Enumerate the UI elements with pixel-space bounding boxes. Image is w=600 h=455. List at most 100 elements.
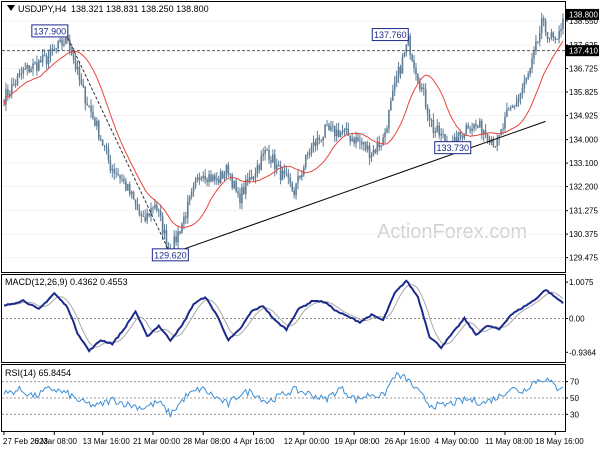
- candle: [535, 35, 537, 56]
- annotation-label: 129.620: [151, 248, 189, 262]
- candle-body: [3, 105, 5, 106]
- candle-body: [26, 65, 29, 69]
- candle: [390, 97, 392, 111]
- candle: [469, 125, 471, 134]
- candle-body: [157, 210, 160, 212]
- candle-body: [312, 142, 315, 147]
- candle: [544, 18, 547, 37]
- candle: [496, 134, 499, 152]
- annotation-text: 129.620: [154, 250, 187, 260]
- candle: [376, 136, 379, 156]
- candle: [482, 129, 485, 142]
- candle: [477, 124, 479, 129]
- candle: [206, 177, 208, 187]
- candle: [130, 190, 133, 199]
- candle-body: [173, 236, 176, 255]
- candle-body: [86, 103, 88, 106]
- candle: [366, 140, 369, 153]
- candle: [552, 31, 555, 42]
- annotation-box: [151, 248, 189, 262]
- candle-body: [55, 48, 58, 50]
- candle: [479, 117, 481, 128]
- candle-body: [225, 164, 228, 175]
- candle: [473, 123, 475, 132]
- candle-body: [159, 210, 162, 217]
- candle-body: [486, 134, 489, 141]
- candle: [471, 122, 473, 137]
- candle-body: [527, 74, 529, 79]
- candle-body: [130, 191, 133, 195]
- candle: [258, 163, 261, 174]
- candle: [20, 66, 23, 80]
- candle-body: [388, 109, 390, 129]
- candle: [343, 127, 346, 136]
- main-title: USDJPY,H4 138.321 138.831 138.250 138.80…: [7, 4, 209, 14]
- x-tick-label: 28 Mar 08:00: [183, 437, 231, 446]
- candle: [156, 201, 158, 213]
- candle: [306, 151, 309, 160]
- candle: [134, 199, 137, 210]
- candle: [537, 41, 539, 44]
- candle-body: [244, 179, 247, 195]
- candle: [36, 55, 38, 76]
- candle: [244, 174, 247, 200]
- candle: [531, 52, 533, 74]
- candle-body: [498, 135, 500, 139]
- candle-body: [556, 39, 558, 40]
- candle: [324, 124, 326, 139]
- candle-body: [36, 62, 38, 71]
- candle-body: [544, 20, 547, 33]
- candle-body: [113, 169, 116, 173]
- candle-body: [200, 177, 203, 180]
- candle-body: [233, 181, 235, 188]
- candle: [384, 128, 386, 144]
- x-tick-label: 4 Apr 16:00: [234, 437, 275, 446]
- candle: [32, 58, 34, 76]
- candle: [12, 77, 15, 87]
- candle-body: [167, 246, 170, 249]
- current-price-tag-bg: [566, 8, 599, 20]
- candle-body: [107, 148, 110, 160]
- candle-body: [227, 164, 230, 174]
- candle-body: [74, 60, 77, 70]
- support-trendline: [170, 120, 546, 255]
- candle: [521, 83, 524, 99]
- candle-body: [306, 154, 309, 156]
- candle: [202, 171, 205, 182]
- candle: [517, 94, 520, 107]
- candle-body: [554, 37, 557, 40]
- y-tick-label: 135.825: [569, 88, 598, 97]
- candle: [14, 79, 17, 88]
- candle-body: [428, 114, 431, 121]
- candle: [237, 186, 239, 198]
- candle-body: [531, 58, 533, 69]
- candle-body: [440, 133, 442, 136]
- candle: [475, 119, 477, 131]
- candle-body: [355, 137, 357, 144]
- candle: [146, 208, 148, 225]
- candle-body: [328, 124, 330, 130]
- y-tick-label: 134.000: [569, 136, 598, 145]
- candle: [556, 38, 558, 40]
- candle-body: [504, 116, 506, 129]
- candle-body: [415, 67, 417, 75]
- candle-body: [24, 68, 27, 70]
- candle: [185, 211, 187, 225]
- candle: [279, 160, 282, 185]
- candle: [94, 116, 96, 127]
- candle: [527, 70, 529, 81]
- candle-body: [214, 175, 216, 181]
- candle: [417, 72, 419, 84]
- candle: [285, 166, 288, 177]
- candle-body: [272, 154, 274, 163]
- candle-body: [256, 165, 259, 174]
- candle-body: [368, 145, 371, 158]
- candle-body: [391, 90, 394, 101]
- candle-body: [471, 128, 473, 131]
- candle-body: [548, 37, 551, 39]
- candle-body: [88, 105, 90, 107]
- candle: [38, 59, 40, 72]
- candle: [16, 73, 19, 87]
- candle: [504, 111, 506, 133]
- candle: [395, 70, 398, 88]
